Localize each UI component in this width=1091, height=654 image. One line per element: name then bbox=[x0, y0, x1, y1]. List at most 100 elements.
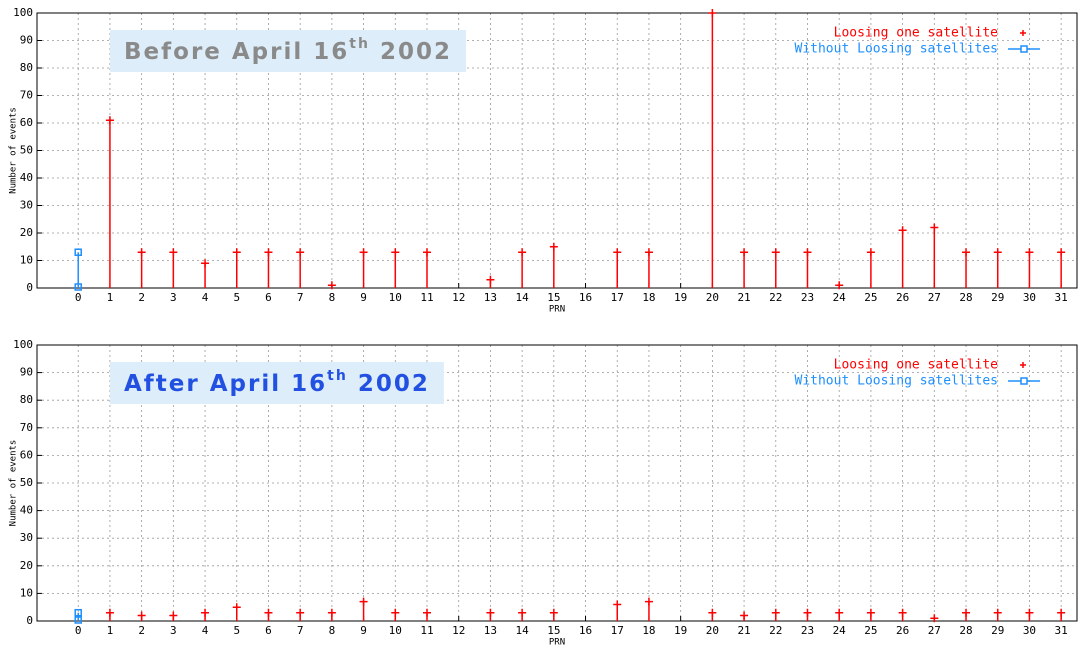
x-tick-label: 29 bbox=[991, 291, 1004, 304]
title-box bbox=[110, 362, 444, 404]
x-axis-label: PRN bbox=[549, 638, 565, 648]
y-tick-label: 70 bbox=[20, 421, 33, 434]
marker bbox=[549, 608, 558, 617]
x-tick-label: 22 bbox=[769, 624, 782, 637]
marker bbox=[327, 608, 336, 617]
marker bbox=[169, 611, 178, 620]
y-tick-label: 100 bbox=[13, 6, 33, 19]
impulse bbox=[930, 223, 939, 288]
x-tick-label: 19 bbox=[674, 291, 687, 304]
impulse bbox=[264, 248, 273, 288]
impulse bbox=[1025, 248, 1034, 288]
impulse bbox=[644, 597, 653, 621]
impulse bbox=[327, 281, 336, 290]
x-tick-label: 28 bbox=[959, 624, 972, 637]
impulse bbox=[423, 608, 431, 621]
marker bbox=[359, 248, 368, 257]
x-tick-label: 5 bbox=[233, 291, 240, 304]
marker bbox=[866, 608, 875, 617]
y-tick-label: 30 bbox=[20, 199, 33, 212]
x-tick-label: 14 bbox=[515, 291, 529, 304]
marker bbox=[866, 248, 875, 257]
marker bbox=[264, 248, 273, 257]
impulse bbox=[105, 608, 114, 621]
marker bbox=[644, 597, 653, 606]
impulse bbox=[740, 611, 749, 621]
x-tick-label: 25 bbox=[864, 291, 877, 304]
impulse bbox=[74, 608, 82, 624]
marker bbox=[708, 9, 717, 17]
impulse bbox=[835, 281, 844, 290]
marker bbox=[740, 611, 749, 620]
title-text: Before April 16 bbox=[124, 39, 349, 65]
y-axis-label: Number of events bbox=[9, 440, 19, 527]
impulse bbox=[644, 248, 653, 288]
impulse bbox=[232, 603, 241, 621]
y-tick-label: 10 bbox=[20, 254, 33, 267]
impulse bbox=[264, 608, 273, 621]
impulse bbox=[296, 608, 305, 621]
marker bbox=[803, 248, 812, 257]
marker bbox=[137, 611, 146, 620]
marker bbox=[993, 248, 1002, 257]
marker bbox=[327, 281, 336, 290]
x-tick-label: 30 bbox=[1023, 291, 1036, 304]
x-axis-label: PRN bbox=[549, 305, 565, 315]
impulse bbox=[137, 248, 146, 288]
x-tick-label: 3 bbox=[170, 624, 177, 637]
x-tick-label: 15 bbox=[547, 291, 560, 304]
plot-frame bbox=[36, 12, 1078, 289]
marker bbox=[296, 608, 305, 617]
impulse bbox=[486, 608, 495, 621]
x-tick-label: 0 bbox=[75, 624, 82, 637]
legend-label: Loosing one satellite bbox=[834, 26, 999, 41]
legend-label: Without Loosing satellites bbox=[795, 42, 999, 57]
x-tick-label: 10 bbox=[389, 624, 402, 637]
marker bbox=[613, 248, 622, 257]
marker bbox=[74, 608, 82, 617]
x-tick-label: 13 bbox=[484, 291, 497, 304]
y-tick-label: 80 bbox=[20, 393, 33, 406]
x-tick-label: 21 bbox=[737, 624, 750, 637]
marker bbox=[898, 226, 907, 235]
marker bbox=[486, 608, 495, 617]
marker bbox=[423, 608, 431, 617]
y-tick-label: 50 bbox=[20, 144, 33, 157]
y-axis-label: Number of events bbox=[9, 107, 19, 194]
x-tick-label: 14 bbox=[515, 624, 529, 637]
x-tick-label: 12 bbox=[452, 624, 465, 637]
impulse bbox=[930, 614, 939, 623]
marker bbox=[232, 603, 241, 612]
x-tick-label: 27 bbox=[928, 291, 941, 304]
impulse bbox=[169, 248, 178, 288]
impulse bbox=[708, 9, 717, 288]
impulse bbox=[296, 248, 305, 288]
impulse bbox=[740, 248, 749, 288]
impulse bbox=[74, 248, 82, 291]
x-tick-label: 19 bbox=[674, 624, 687, 637]
marker bbox=[518, 608, 527, 617]
x-tick-label: 24 bbox=[833, 291, 847, 304]
impulse bbox=[962, 248, 971, 288]
impulse bbox=[327, 608, 336, 621]
impulse bbox=[391, 608, 400, 621]
marker bbox=[74, 283, 82, 291]
marker bbox=[391, 608, 400, 617]
x-tick-label: 20 bbox=[706, 291, 719, 304]
y-tick-label: 30 bbox=[20, 531, 33, 544]
marker bbox=[486, 275, 495, 284]
x-tick-label: 5 bbox=[233, 624, 240, 637]
marker bbox=[613, 600, 622, 609]
legend-label: Loosing one satellite bbox=[834, 358, 999, 373]
impulse bbox=[803, 608, 812, 621]
marker bbox=[771, 248, 780, 257]
y-tick-label: 40 bbox=[20, 171, 33, 184]
y-tick-label: 20 bbox=[20, 559, 33, 572]
marker bbox=[898, 608, 907, 617]
marker bbox=[740, 248, 749, 257]
marker bbox=[296, 248, 305, 257]
x-tick-label: 7 bbox=[297, 624, 304, 637]
x-tick-label: 4 bbox=[202, 624, 209, 637]
legend-marker bbox=[1020, 45, 1028, 53]
